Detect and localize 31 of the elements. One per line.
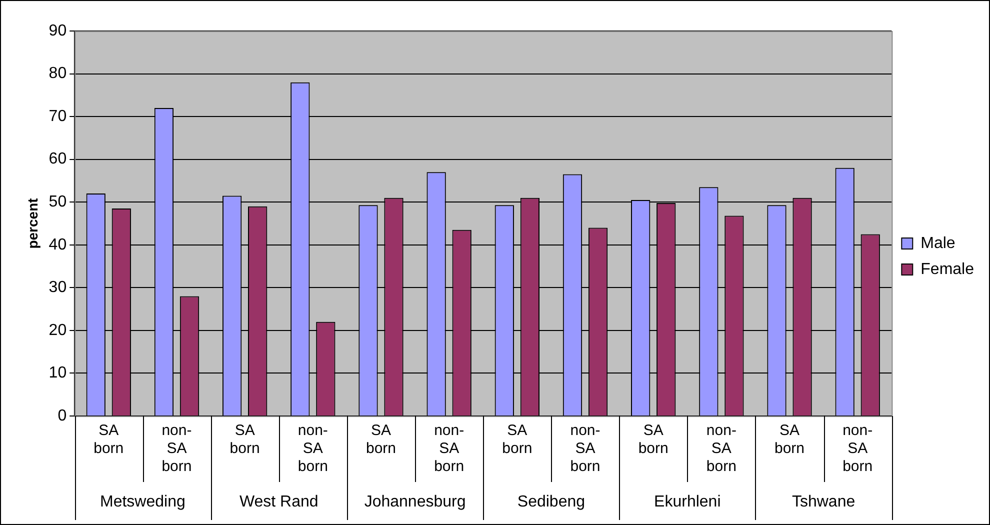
y-tick-label: 10 (48, 364, 67, 382)
text: Metsweding (100, 493, 186, 510)
x-tick-label: SA born (638, 422, 668, 458)
x-tick-label: SA born (94, 422, 124, 458)
x-tick-label: non-SA born (842, 422, 873, 476)
x-tick-label: non-SA born (298, 422, 328, 476)
legend-label: Male (920, 234, 956, 252)
text: Tshwane (792, 493, 856, 510)
y-tick-label: 30 (48, 279, 67, 296)
x-tick-label: SA born (502, 422, 532, 458)
x-tick-label: SA born (774, 422, 805, 458)
text: West Rand (239, 493, 318, 510)
legend-label: Female (920, 260, 974, 278)
text: Johannesburg (364, 493, 466, 510)
y-tick-label: 20 (48, 322, 67, 339)
y-tick-label: 50 (48, 194, 67, 211)
x-tick-label: non-SA born (706, 422, 736, 476)
x-tick-label: SA born (366, 422, 396, 458)
x-tick-label: non-SA born (570, 422, 600, 476)
y-tick-label: 90 (48, 22, 67, 40)
x-tick-label: non-SA born (162, 422, 192, 476)
y-tick-label: 60 (48, 150, 67, 168)
y-tick-label: 80 (48, 65, 67, 82)
x-tick-label: non-SA born (434, 422, 464, 476)
text: Sedibeng (517, 493, 586, 510)
y-axis-title: percent (24, 198, 40, 249)
y-tick-label: 70 (48, 108, 67, 125)
x-tick-label: SA born (230, 422, 260, 458)
text: Ekurhleni (654, 493, 721, 510)
y-tick-label: 40 (48, 236, 67, 254)
y-tick-label: 0 (58, 407, 67, 424)
